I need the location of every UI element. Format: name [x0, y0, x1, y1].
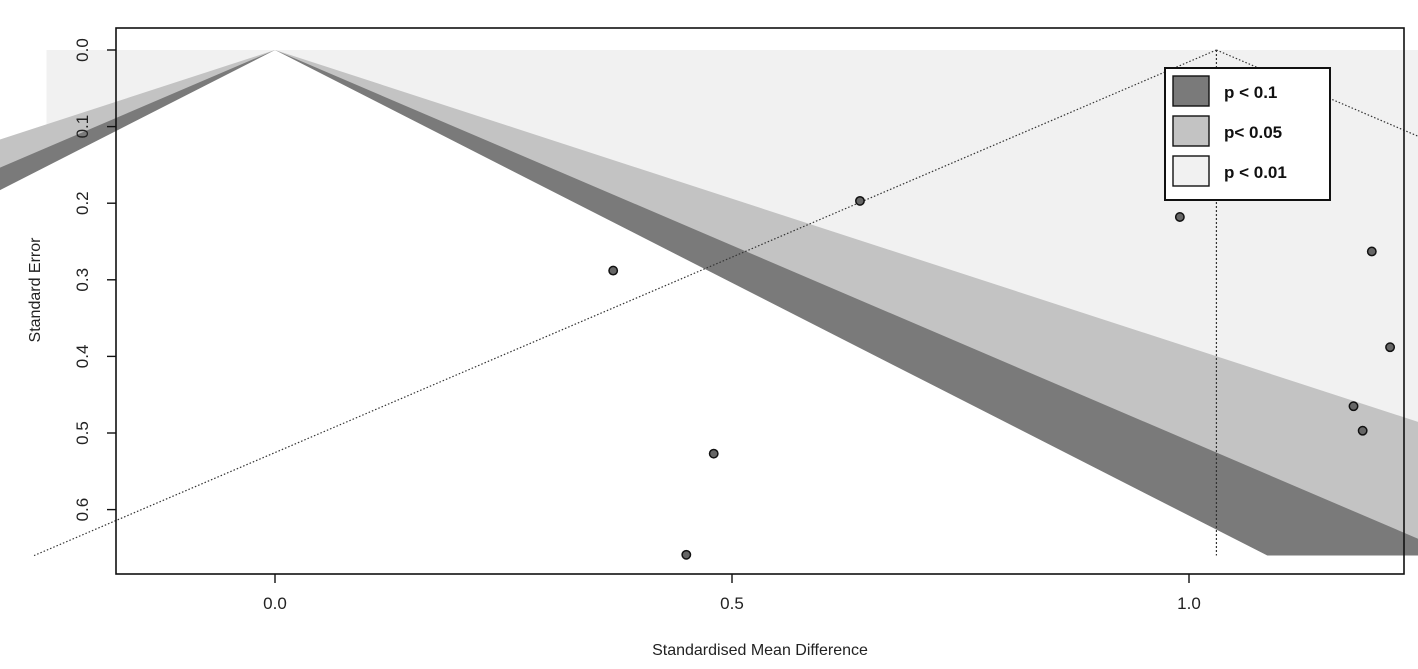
x-tick-label: 1.0: [1177, 594, 1201, 613]
study-point: [681, 549, 692, 560]
study-point: [1348, 401, 1359, 412]
y-tick-label: 0.2: [73, 191, 92, 215]
funnel-right-line: [1216, 49, 1418, 137]
legend-label: p < 0.1: [1224, 83, 1277, 102]
x-axis: 0.00.51.01.52.0: [263, 574, 1201, 613]
study-point: [1366, 246, 1377, 257]
plot-frame: [115, 27, 1405, 575]
study-point: [1174, 212, 1185, 222]
region-nonsig: [0, 50, 1268, 556]
legend-swatch: [1172, 115, 1210, 147]
y-tick-label: 0.3: [73, 268, 92, 292]
legend: p < 0.1 p< 0.05 p < 0.01: [1164, 67, 1331, 201]
y-tick-label: 0.5: [73, 421, 92, 445]
x-tick-label: 0.0: [263, 594, 287, 613]
y-axis-title: Standard Error: [27, 237, 44, 343]
study-point: [1357, 425, 1368, 436]
x-tick-label: 0.5: [720, 594, 744, 613]
study-point: [708, 448, 719, 459]
y-tick-label: 0.6: [73, 498, 92, 522]
funnel-left-line: [33, 49, 1217, 557]
x-axis-title: Standardised Mean Difference: [652, 642, 868, 659]
y-tick-label: 0.1: [73, 115, 92, 139]
y-tick-label: 0.0: [73, 38, 92, 62]
y-tick-label: 0.4: [73, 345, 92, 369]
study-point: [855, 195, 865, 206]
bottom-margin-mask: [46, 555, 1418, 576]
legend-label: p < 0.01: [1224, 163, 1287, 182]
y-axis: 0.0 0.1 0.2 0.3 0.4 0.5 0.6: [73, 38, 116, 521]
study-points: [608, 195, 1396, 560]
legend-label: p< 0.05: [1224, 123, 1282, 142]
study-point: [1385, 342, 1396, 353]
legend-swatch: [1172, 155, 1210, 187]
legend-swatch: [1172, 75, 1210, 107]
study-point: [608, 265, 619, 276]
